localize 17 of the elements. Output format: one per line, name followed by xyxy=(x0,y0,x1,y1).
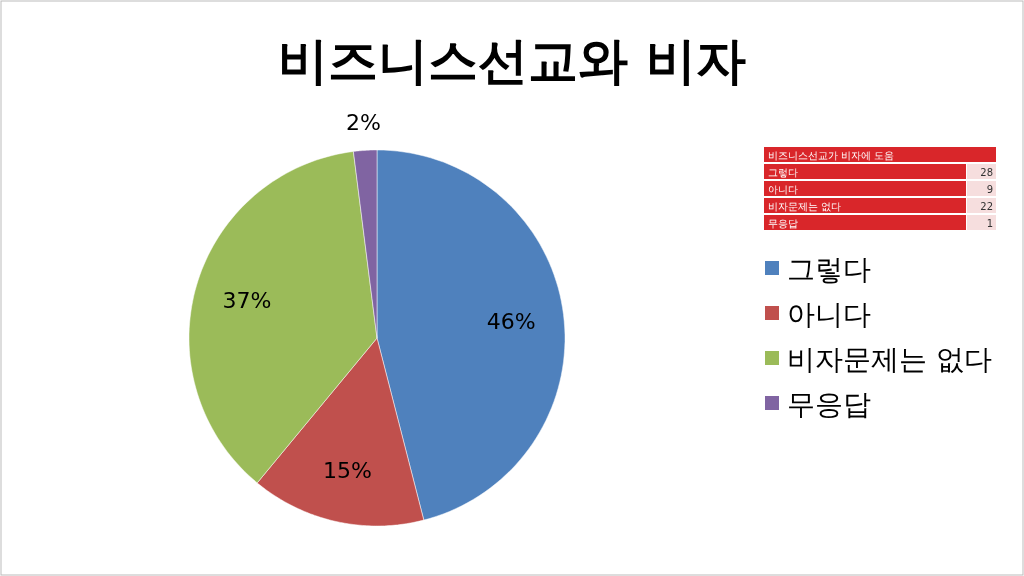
data-label: 46% xyxy=(486,309,536,335)
chart-title: 비즈니스선교와 비자 xyxy=(278,32,746,90)
text: 9 xyxy=(986,184,993,195)
category-label: 비자문제는 없다 xyxy=(768,201,842,212)
category-label: 아니다 xyxy=(768,184,798,195)
data-label: 37% xyxy=(222,288,272,314)
category-label: 그렇다 xyxy=(768,167,798,178)
data-label: 2% xyxy=(345,110,381,136)
text: 22 xyxy=(980,201,993,212)
text: 비즈니스선교가 비자에 도움 xyxy=(768,150,895,161)
legend-label: 아니다 xyxy=(787,298,871,331)
legend-label: 그렇다 xyxy=(787,253,871,286)
category-label: 무응답 xyxy=(768,218,798,229)
text: 28 xyxy=(980,167,993,178)
data-label: 15% xyxy=(323,458,372,484)
legend-label: 무응답 xyxy=(787,388,871,421)
text: 1 xyxy=(986,218,993,229)
